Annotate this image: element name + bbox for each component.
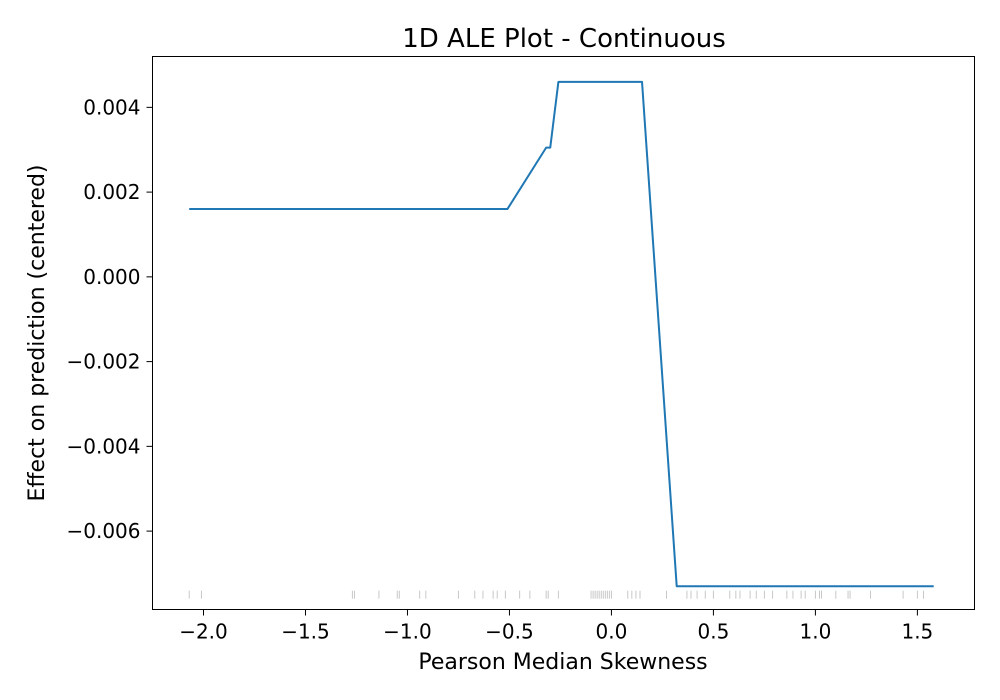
y-axis-label: Effect on prediction (centered)	[25, 164, 50, 501]
x-tick-label: −0.5	[485, 620, 534, 644]
rug-layer	[188, 590, 925, 599]
x-tick-label: 1.0	[799, 620, 831, 644]
y-tick-label: 0.004	[83, 95, 140, 119]
x-axis-ticks: −2.0 −1.5 −1.0 −0.5 0.0 0.5 1.0 1.5	[179, 609, 933, 644]
y-tick-label: 0.002	[83, 180, 140, 204]
y-tick-label: −0.002	[66, 350, 140, 374]
plot-frame	[152, 56, 975, 610]
x-tick-label: −2.0	[179, 620, 228, 644]
x-tick-label: 0.0	[596, 620, 628, 644]
x-tick-label: 0.5	[698, 620, 730, 644]
series-layer	[189, 80, 934, 588]
y-tick-label: 0.000	[83, 265, 140, 289]
y-tick-label: −0.006	[66, 519, 140, 543]
x-axis-label: Pearson Median Skewness	[418, 650, 707, 675]
y-axis-ticks: 0.004 0.002 0.000 −0.002 −0.004 −0.006	[66, 95, 153, 543]
x-tick-label: −1.0	[383, 620, 432, 644]
x-tick-label: 1.5	[901, 620, 933, 644]
y-tick-label: −0.004	[66, 434, 140, 458]
ale-series-line	[189, 80, 934, 588]
x-tick-label: −1.5	[281, 620, 330, 644]
chart-title: 1D ALE Plot - Continuous	[402, 24, 726, 54]
